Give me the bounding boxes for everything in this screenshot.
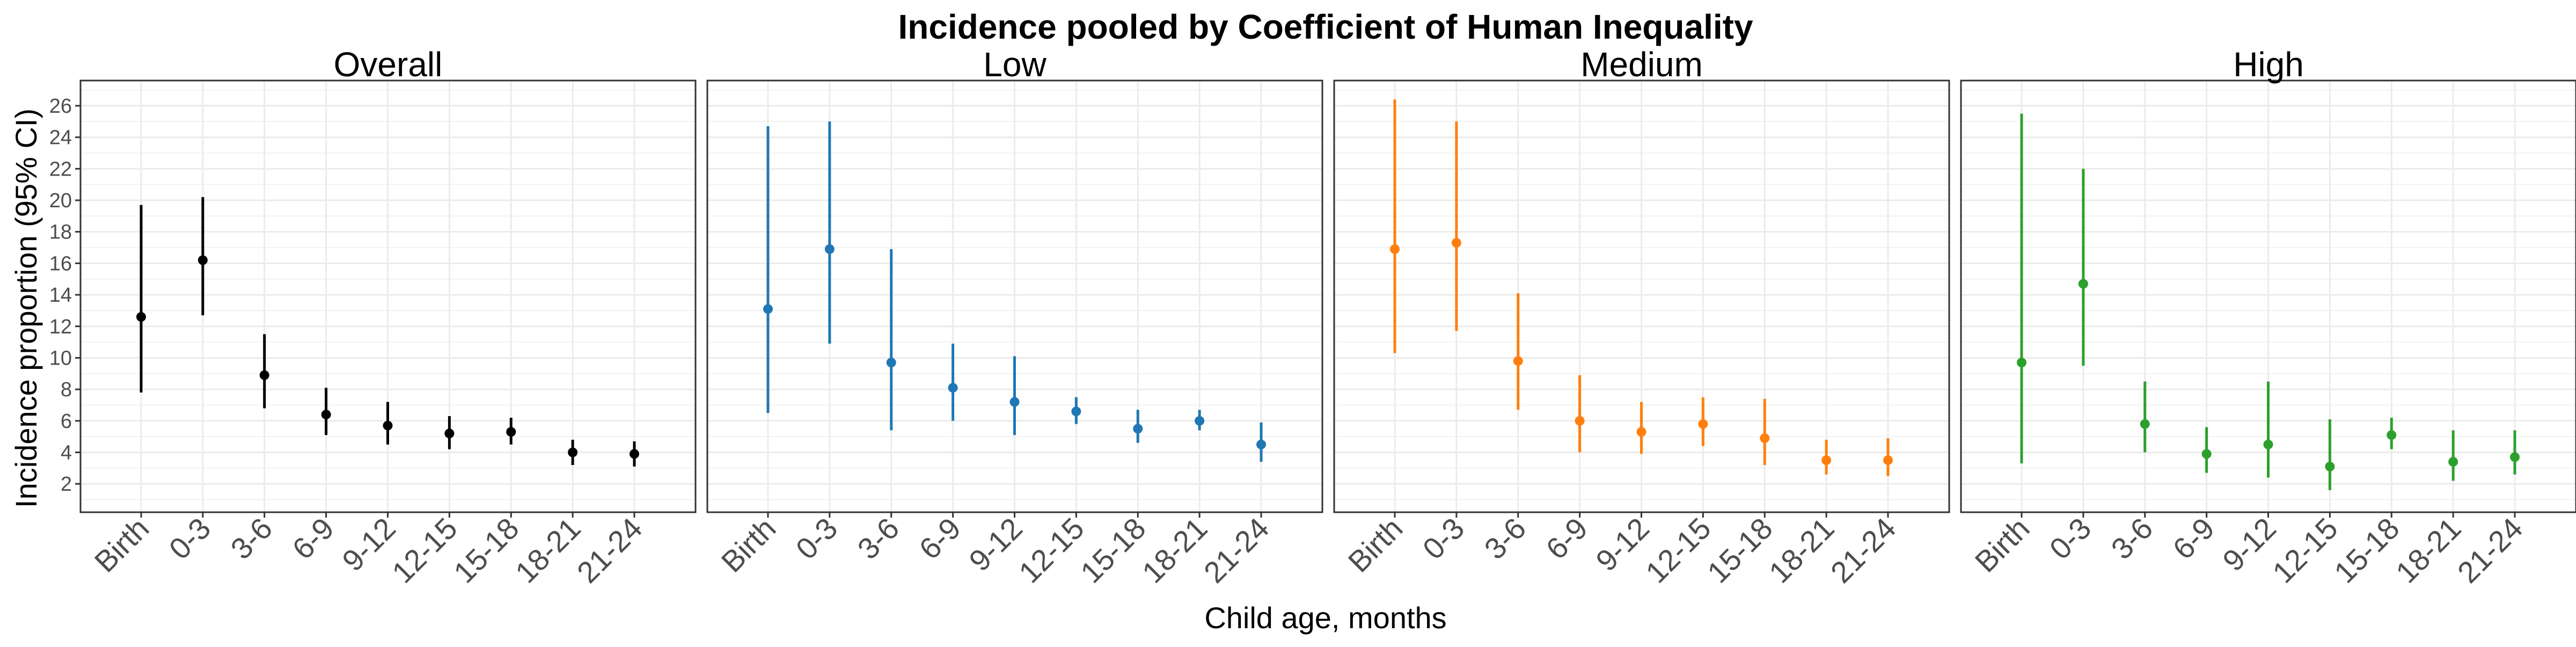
x-tick-label: 3-6 [2104,511,2159,566]
data-point [2017,358,2026,368]
x-tick-label: 3-6 [1477,511,1532,566]
data-point [948,383,958,393]
data-point [824,244,835,254]
x-tick-label: Birth [715,511,782,579]
data-point [2448,457,2458,467]
x-tick-label: 12-15 [1012,511,1091,590]
data-point [197,255,208,265]
x-tick-label: 15-18 [2328,511,2406,590]
data-point [321,410,331,420]
x-tick-label: 18-21 [2389,511,2468,590]
y-tick-label: 18 [49,221,72,244]
data-point [568,447,578,457]
y-tick-label: 16 [49,252,72,275]
x-tick-label: 0-3 [1416,511,1471,566]
data-point [2263,439,2273,449]
x-tick-label: 12-15 [1639,511,1717,590]
y-tick-label: 10 [49,347,72,369]
y-tick-label: 24 [49,127,72,149]
data-point [2078,279,2088,289]
data-point [2140,419,2150,429]
data-point [2387,430,2397,440]
x-tick-label: 12-15 [2266,511,2344,590]
x-tick-label: 15-18 [1701,511,1779,590]
facet-label-medium: Medium [1580,45,1703,84]
data-point [1636,427,1646,437]
x-tick-label: 18-21 [1762,511,1841,590]
x-tick-label: 15-18 [447,511,525,590]
data-point [2510,452,2520,462]
x-tick-label: 6-9 [286,511,340,566]
y-tick-label: 2 [61,473,72,496]
y-axis-label: Incidence proportion (95% CI) [9,108,43,508]
data-point [2325,461,2335,471]
y-tick-label: 4 [61,441,72,464]
data-point [259,370,269,380]
data-point [1883,455,1893,466]
data-point [1513,356,1523,366]
facet-label-low: Low [983,45,1046,84]
data-point [136,312,146,322]
data-point [1256,439,1266,449]
x-tick-label: 21-24 [2451,511,2529,590]
y-tick-label: 6 [61,410,72,433]
y-tick-label: 22 [49,158,72,180]
data-point [1575,416,1585,426]
x-tick-label: Birth [1342,511,1409,579]
x-tick-label: 0-3 [163,511,217,566]
x-tick-label: 0-3 [789,511,844,566]
data-point [1195,416,1205,426]
x-axis-label: Child age, months [1204,601,1446,635]
x-tick-label: 18-21 [509,511,587,590]
x-tick-label: 6-9 [1539,511,1594,566]
x-tick-label: 6-9 [2166,511,2221,566]
x-tick-label: 6-9 [912,511,967,566]
x-tick-label: 15-18 [1074,511,1152,590]
x-tick-label: 21-24 [1824,511,1902,590]
x-tick-label: 3-6 [224,511,279,566]
data-point [1760,433,1770,444]
data-point [2201,449,2212,459]
data-point [886,358,896,368]
data-point [1390,244,1400,254]
x-tick-label: Birth [88,511,156,579]
chart-title: Incidence pooled by Coefficient of Human… [898,8,1753,46]
x-tick-label: Birth [1968,511,2036,579]
y-tick-label: 14 [49,284,72,307]
data-point [1009,397,1020,407]
x-tick-label: 3-6 [851,511,905,566]
x-tick-label: 12-15 [385,511,464,590]
y-tick-label: 20 [49,190,72,212]
x-tick-label: 21-24 [570,511,649,590]
data-point [1451,238,1461,248]
y-tick-label: 12 [49,316,72,338]
x-tick-label: 18-21 [1136,511,1214,590]
y-tick-label: 8 [61,379,72,401]
data-point [383,420,393,431]
x-tick-label: 21-24 [1197,511,1276,590]
x-tick-label: 0-3 [2043,511,2098,566]
data-point [1698,419,1708,429]
data-point [506,427,516,437]
data-point [1133,424,1143,434]
facet-label-high: High [2233,45,2304,84]
facet-label-overall: Overall [334,45,443,84]
data-point [1821,455,1832,466]
data-point [1071,406,1081,417]
data-point [630,449,639,459]
y-tick-label: 26 [49,95,72,118]
data-point [763,304,773,314]
data-point [444,428,455,439]
